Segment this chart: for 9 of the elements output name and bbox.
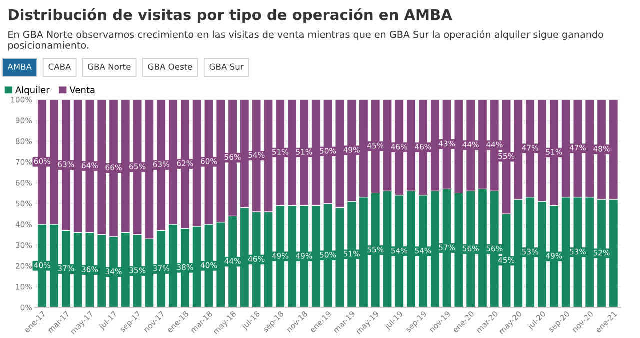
text: AMBA [8, 64, 32, 70]
legend-label: Alquiler [15, 86, 50, 96]
text: GBA Norte [88, 64, 131, 70]
text: GBA Sur [210, 64, 244, 70]
chart-subtitle: En GBA Norte observamos crecimiento en las visitas de venta mientras que en GBA Sur la operación alquiler sigue ganando posicionamiento. [8, 30, 604, 51]
text: CABA [48, 64, 72, 70]
text: GBA Oeste [148, 64, 192, 70]
chart-title: Distribución de visitas por tipo de operación en AMBA [9, 8, 452, 24]
legend-label: Venta [70, 86, 95, 94]
